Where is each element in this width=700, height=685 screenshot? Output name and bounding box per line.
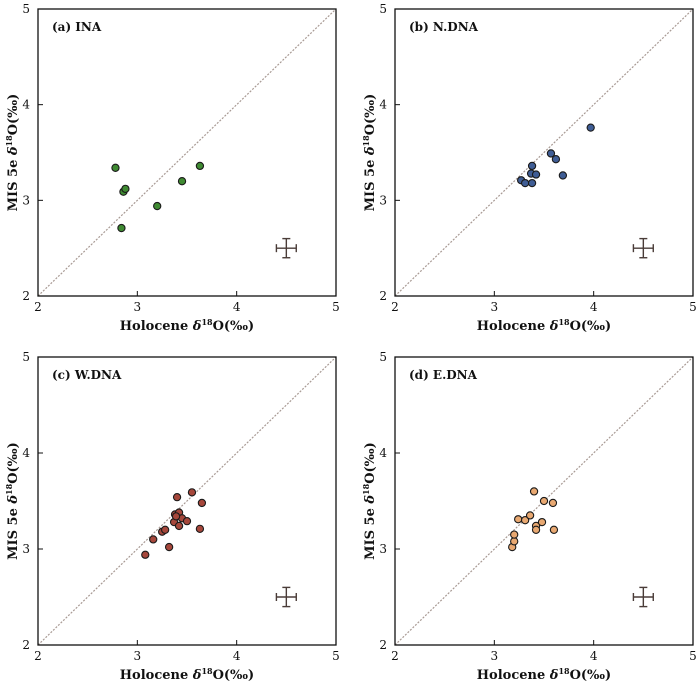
x-axis-label: Holocene δ18O(‰) <box>120 317 254 334</box>
data-point <box>510 530 519 539</box>
x-tick-label: 5 <box>689 300 697 314</box>
data-point <box>117 223 126 233</box>
data-point <box>548 498 558 508</box>
data-point <box>551 155 561 164</box>
panel-c: 2 3 4 5 2 3 4 5 Holocene δ18O(‰) MIS 5e δ18O(‰) (c… <box>4 350 340 683</box>
data-point <box>177 177 187 186</box>
y-axis-label: MIS 5e δ18O(‰) <box>4 442 21 560</box>
data-point <box>586 123 595 132</box>
data-point <box>195 161 205 171</box>
plot-frame <box>394 8 694 297</box>
data-point <box>549 525 559 534</box>
one-to-one-line <box>394 8 694 297</box>
y-tick-label: 3 <box>22 542 30 556</box>
one-to-one-line <box>37 356 337 646</box>
y-tick-label: 5 <box>379 2 387 16</box>
y-tick-label: 2 <box>22 638 30 652</box>
x-tick-label: 3 <box>134 649 142 663</box>
y-tick-label: 4 <box>22 98 30 112</box>
y-axis-label: MIS 5e δ18O(‰) <box>361 94 378 212</box>
y-tick-label: 4 <box>379 446 387 460</box>
y-tick-label: 3 <box>22 193 30 207</box>
panel-title: (d) E.DNA <box>409 368 478 382</box>
x-tick-label: 4 <box>233 300 241 314</box>
data-point <box>197 498 207 508</box>
x-tick-label: 3 <box>491 300 499 314</box>
y-tick-label: 2 <box>22 289 30 303</box>
x-tick-label: 3 <box>134 300 142 314</box>
y-tick-label: 4 <box>22 446 30 460</box>
data-point <box>174 521 184 531</box>
y-tick-label: 5 <box>379 350 387 364</box>
panel-title: (c) W.DNA <box>52 368 122 382</box>
panel-title: (b) N.DNA <box>409 20 479 34</box>
x-tick-label: 5 <box>689 649 697 663</box>
x-tick-label: 2 <box>391 300 399 314</box>
data-point <box>520 516 530 525</box>
y-tick-label: 5 <box>22 350 30 364</box>
x-tick-label: 2 <box>34 300 42 314</box>
data-point <box>531 525 541 534</box>
panel-d: 2 3 4 5 2 3 4 5 Holocene δ18O(‰) MIS 5e δ18O(‰) (d… <box>361 350 697 683</box>
panel-b: 2 3 4 5 2 3 4 5 Holocene δ18O(‰) MIS 5e δ18O(‰) (b… <box>361 2 697 334</box>
y-tick-label: 2 <box>379 638 387 652</box>
x-tick-label: 3 <box>491 649 499 663</box>
data-point <box>153 201 162 211</box>
error-bar-cross <box>275 586 297 608</box>
error-bar-cross <box>632 586 654 608</box>
data-point <box>537 517 547 527</box>
x-tick-label: 2 <box>34 649 42 663</box>
data-point <box>164 542 174 552</box>
x-tick-label: 4 <box>233 649 241 663</box>
data-point <box>525 511 535 520</box>
plot-frame <box>394 356 694 646</box>
y-tick-label: 3 <box>379 542 387 556</box>
data-point <box>111 163 120 172</box>
plot-frame <box>37 356 337 646</box>
x-axis-label: Holocene δ18O(‰) <box>477 317 611 334</box>
data-point <box>529 487 539 496</box>
y-tick-label: 2 <box>379 289 387 303</box>
data-point <box>527 178 537 188</box>
x-tick-label: 4 <box>590 649 598 663</box>
x-tick-label: 4 <box>590 300 598 314</box>
data-point <box>149 535 158 544</box>
data-point <box>171 512 181 521</box>
y-tick-label: 3 <box>379 193 387 207</box>
x-tick-label: 2 <box>391 649 399 663</box>
panel-a: 2 3 4 5 2 3 4 5 Holocene δ18O(‰) MIS 5e δ18O(‰) (a… <box>4 2 340 334</box>
y-tick-label: 5 <box>22 2 30 16</box>
data-point <box>121 184 130 194</box>
data-point <box>520 178 530 188</box>
x-axis-label: Holocene δ18O(‰) <box>477 666 611 683</box>
data-point <box>141 550 150 559</box>
panel-title: (a) INA <box>52 20 102 34</box>
data-point <box>195 524 205 533</box>
data-point <box>531 170 541 179</box>
plot-frame <box>37 8 337 297</box>
data-point <box>187 488 197 497</box>
x-tick-label: 5 <box>332 649 340 663</box>
y-axis-label: MIS 5e δ18O(‰) <box>361 442 378 560</box>
x-tick-label: 5 <box>332 300 340 314</box>
one-to-one-line <box>37 8 337 297</box>
y-axis-label: MIS 5e δ18O(‰) <box>4 94 21 212</box>
data-point <box>172 493 182 502</box>
data-point <box>527 161 537 171</box>
data-point <box>160 525 170 534</box>
y-tick-label: 4 <box>379 98 387 112</box>
data-point <box>510 537 519 546</box>
data-point <box>182 517 192 526</box>
data-point <box>546 149 556 158</box>
error-bar-cross <box>632 237 654 259</box>
error-bar-cross <box>275 237 297 259</box>
data-point <box>539 496 549 506</box>
data-point <box>514 515 523 524</box>
x-axis-label: Holocene δ18O(‰) <box>120 666 254 683</box>
data-point <box>558 171 568 180</box>
